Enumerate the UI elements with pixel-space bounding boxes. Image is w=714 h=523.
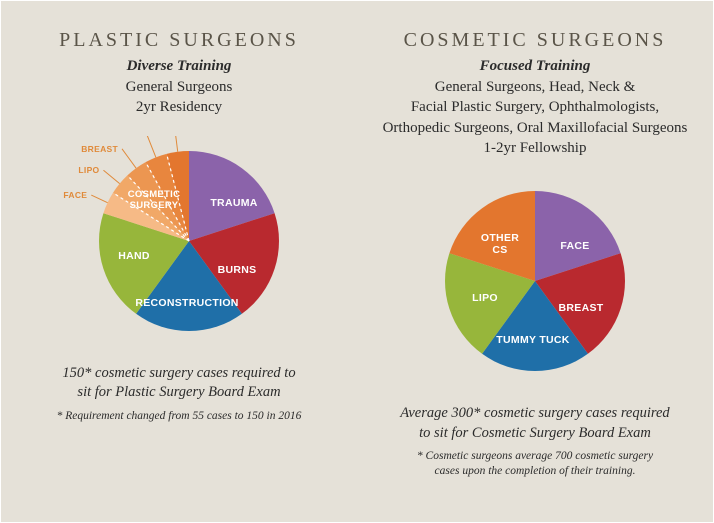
leader-line: [103, 170, 119, 183]
cosmetic-pie-chart: FACE BREAST TUMMY TUCK LIPO OTHERCS: [371, 176, 699, 386]
cosmetic-group-label: SURGERY: [130, 200, 179, 211]
plastic-bottom-text: 150* cosmetic surgery cases required to …: [57, 364, 302, 424]
slice-label: BURNS: [218, 264, 257, 276]
slice-label: TUMMY TUCK: [496, 334, 569, 346]
cosmetic-bottom-text: Average 300* cosmetic surgery cases requ…: [400, 404, 669, 479]
cosmetic-footnote-2: cases upon the completion of their train…: [400, 464, 669, 479]
cosmetic-desc-2: Facial Plastic Surgery, Ophthalmologists…: [411, 97, 659, 117]
slice-label: FACE: [560, 240, 589, 252]
slice-label: HAND: [118, 250, 150, 262]
cosmetic-desc-1: General Surgeons, Head, Neck &: [435, 77, 636, 97]
plastic-desc-2: 2yr Residency: [136, 97, 222, 117]
slice-label: OTHER: [481, 232, 519, 244]
leader-line: [174, 136, 178, 152]
slice-label: CS: [492, 244, 507, 256]
cosmetic-subtitle: Focused Training: [480, 58, 591, 75]
plastic-subtitle: Diverse Training: [127, 58, 232, 75]
cosmetic-footnote-1: * Cosmetic surgeons average 700 cosmetic…: [400, 449, 669, 464]
cosmetic-title: COSMETIC SURGEONS: [404, 29, 667, 52]
cosmetic-cases-1: Average 300* cosmetic surgery cases requ…: [400, 404, 669, 424]
cosmetic-desc-4: 1-2yr Fellowship: [484, 138, 587, 158]
ext-slice-label: BREAST: [81, 143, 118, 153]
leader-line: [91, 195, 107, 203]
plastic-pie-chart: TRAUMA BURNS RECONSTRUCTION HAND COSMETICSUR…: [15, 136, 343, 346]
leader-line: [122, 148, 136, 167]
plastic-desc-1: General Surgeons: [126, 77, 233, 97]
plastic-cases-2: sit for Plastic Surgery Board Exam: [57, 383, 302, 403]
slice-label: TRAUMA: [210, 197, 257, 209]
cosmetic-surgeons-panel: COSMETIC SURGEONS Focused Training Gener…: [357, 1, 713, 522]
ext-slice-label: TUMMY TUCK: [82, 136, 143, 137]
slice-label: BREAST: [559, 302, 604, 314]
plastic-surgeons-panel: PLASTIC SURGEONS Diverse Training Genera…: [1, 1, 357, 522]
plastic-cases-1: 150* cosmetic surgery cases required to: [57, 364, 302, 384]
slice-label: LIPO: [472, 292, 498, 304]
plastic-footnote: * Requirement changed from 55 cases to 1…: [57, 409, 302, 424]
cosmetic-cases-2: to sit for Cosmetic Surgery Board Exam: [400, 424, 669, 444]
cosmetic-desc-3: Orthopedic Surgeons, Oral Maxillofacial …: [383, 118, 688, 138]
ext-slice-label: LIPO: [78, 165, 99, 175]
leader-line: [146, 136, 156, 157]
ext-slice-label: FACE: [63, 190, 87, 200]
plastic-title: PLASTIC SURGEONS: [59, 29, 299, 52]
cosmetic-group-label: COSMETIC: [128, 189, 181, 200]
slice-label: RECONSTRUCTION: [135, 297, 238, 309]
